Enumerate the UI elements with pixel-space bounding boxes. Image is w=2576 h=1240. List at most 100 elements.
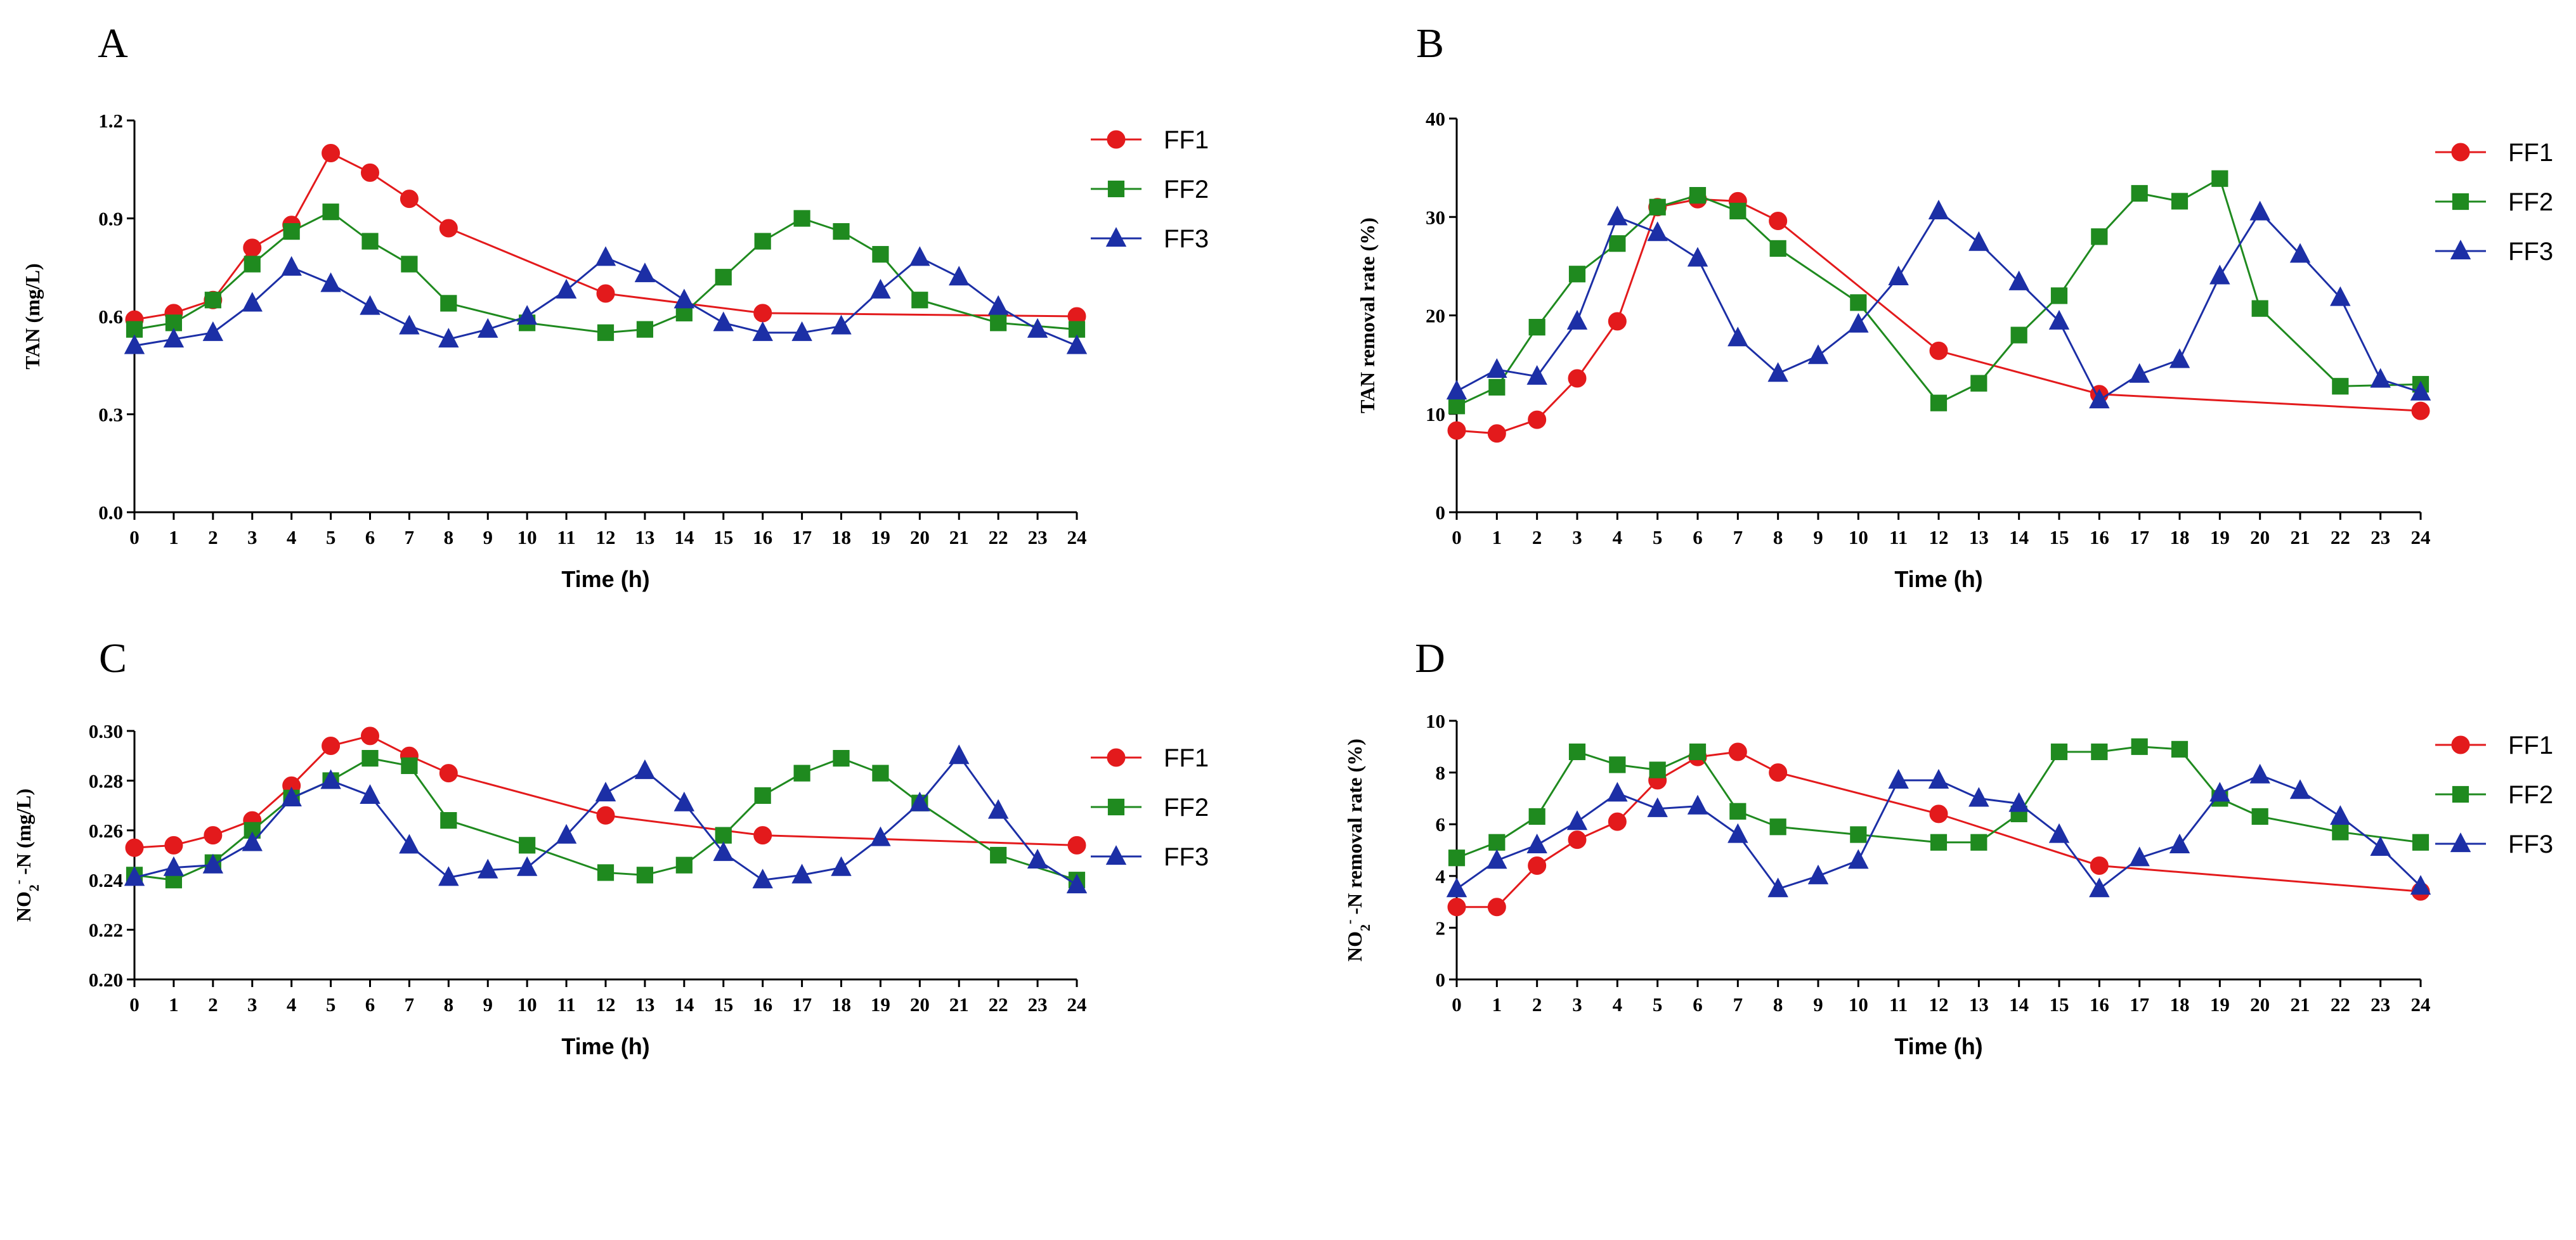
data-point-ff2 [2091, 228, 2108, 245]
data-point-ff2 [2251, 808, 2268, 825]
data-point-ff1 [1487, 424, 1506, 443]
x-tick-label: 3 [1572, 993, 1582, 1016]
data-point-ff2 [1850, 294, 1867, 311]
series-ff1 [125, 144, 1086, 329]
data-point-ff2 [636, 867, 654, 884]
x-tick-label: 9 [1813, 526, 1823, 548]
data-point-ff2 [1850, 826, 1867, 843]
x-tick-label: 14 [2009, 526, 2029, 548]
data-point-ff2 [401, 255, 418, 273]
y-tick-label: 10 [1426, 403, 1445, 425]
series-ff2 [126, 203, 1086, 341]
x-tick-label: 8 [1773, 993, 1783, 1016]
legend: FF1 FF2 FF3 [2435, 732, 2553, 858]
x-tick-label: 0 [1452, 526, 1462, 548]
x-tick-label: 14 [674, 526, 694, 548]
data-point-ff3 [870, 278, 891, 299]
x-tick-label: 6 [365, 526, 375, 548]
data-point-ff2 [675, 856, 693, 874]
x-tick-label: 13 [635, 526, 654, 548]
x-tick-label: 15 [713, 993, 733, 1016]
x-tick-label: 18 [831, 526, 851, 548]
x-tick-label: 16 [753, 526, 772, 548]
data-point-ff3 [870, 826, 891, 846]
y-tick-label: 4 [1436, 865, 1446, 888]
legend-label: FF2 [1164, 176, 1209, 203]
y-tick-label: 0 [1436, 969, 1446, 991]
data-point-ff2 [204, 292, 221, 309]
legend-item-ff2: FF2 [1091, 794, 1209, 822]
data-point-ff3 [713, 311, 734, 332]
data-point-ff1 [1447, 421, 1466, 440]
x-tick-label: 16 [2090, 526, 2109, 548]
x-tick-label: 9 [483, 993, 493, 1016]
data-point-ff2 [1448, 397, 1466, 415]
legend-label: FF3 [1164, 225, 1209, 253]
data-point-ff3 [949, 266, 970, 286]
data-point-ff2 [1689, 186, 1707, 204]
legend-label: FF2 [1164, 794, 1209, 822]
x-axis-title: Time (h) [1894, 1033, 1982, 1059]
data-point-ff1 [400, 190, 419, 209]
data-point-ff3 [1968, 787, 1989, 807]
data-point-ff2 [244, 255, 261, 273]
y-tick-label: 0.24 [89, 869, 123, 891]
legend-item-ff1: FF1 [2435, 139, 2553, 167]
data-point-ff3 [1066, 874, 1088, 894]
x-tick-label: 1 [1492, 526, 1502, 548]
y-tick-label: 0.0 [98, 501, 123, 524]
data-point-ff3 [1566, 309, 1588, 330]
legend-marker [2451, 143, 2470, 162]
x-tick-label: 7 [405, 993, 415, 1016]
data-point-ff1 [1608, 312, 1627, 331]
y-axis-title-part: NO [12, 891, 35, 922]
data-point-ff3 [2289, 779, 2311, 799]
series-ff3 [1446, 200, 2431, 409]
data-point-ff3 [1647, 221, 1668, 242]
data-point-ff3 [1928, 200, 1949, 220]
x-tick-label: 7 [1733, 993, 1743, 1016]
data-point-ff3 [1486, 358, 1507, 378]
data-point-ff3 [2169, 348, 2190, 368]
data-point-ff3 [478, 318, 498, 338]
data-point-ff1 [596, 806, 615, 825]
x-tick-label: 12 [1929, 526, 1949, 548]
data-point-ff1 [439, 764, 458, 783]
data-point-ff3 [1968, 231, 1989, 251]
data-point-ff2 [2332, 823, 2349, 841]
x-axis-title: Time (h) [561, 1033, 649, 1059]
x-tick-label: 18 [831, 993, 851, 1016]
data-point-ff3 [673, 288, 695, 309]
x-tick-label: 11 [1889, 993, 1908, 1016]
y-tick-label: 40 [1426, 108, 1445, 130]
data-point-ff1 [164, 836, 183, 855]
data-point-ff3 [320, 272, 341, 292]
data-point-ff3 [752, 321, 773, 341]
data-point-ff3 [1486, 849, 1507, 869]
data-point-ff2 [2251, 300, 2268, 317]
data-point-ff3 [163, 856, 185, 876]
data-point-ff3 [2330, 286, 2351, 306]
data-point-ff1 [753, 826, 772, 845]
y-tick-label: 0.28 [89, 770, 123, 792]
x-tick-label: 18 [2170, 526, 2190, 548]
x-tick-label: 22 [2331, 993, 2350, 1016]
x-axis-title: Time (h) [1894, 566, 1982, 592]
data-point-ff2 [990, 314, 1007, 332]
data-point-ff3 [2289, 243, 2311, 263]
data-point-ff2 [2171, 193, 2189, 210]
legend-item-ff1: FF1 [1091, 744, 1209, 772]
x-tick-label: 8 [444, 526, 454, 548]
data-point-ff3 [713, 841, 734, 862]
x-tick-label: 23 [2371, 993, 2390, 1016]
data-point-ff1 [753, 304, 772, 323]
data-point-ff2 [872, 765, 889, 782]
x-tick-label: 3 [1572, 526, 1582, 548]
x-tick-label: 1 [169, 526, 179, 548]
data-point-ff3 [595, 246, 616, 266]
data-point-ff1 [1769, 211, 1788, 230]
data-point-ff3 [556, 823, 577, 844]
x-tick-label: 3 [247, 526, 257, 548]
data-point-ff3 [360, 295, 381, 315]
data-point-ff2 [361, 233, 379, 250]
